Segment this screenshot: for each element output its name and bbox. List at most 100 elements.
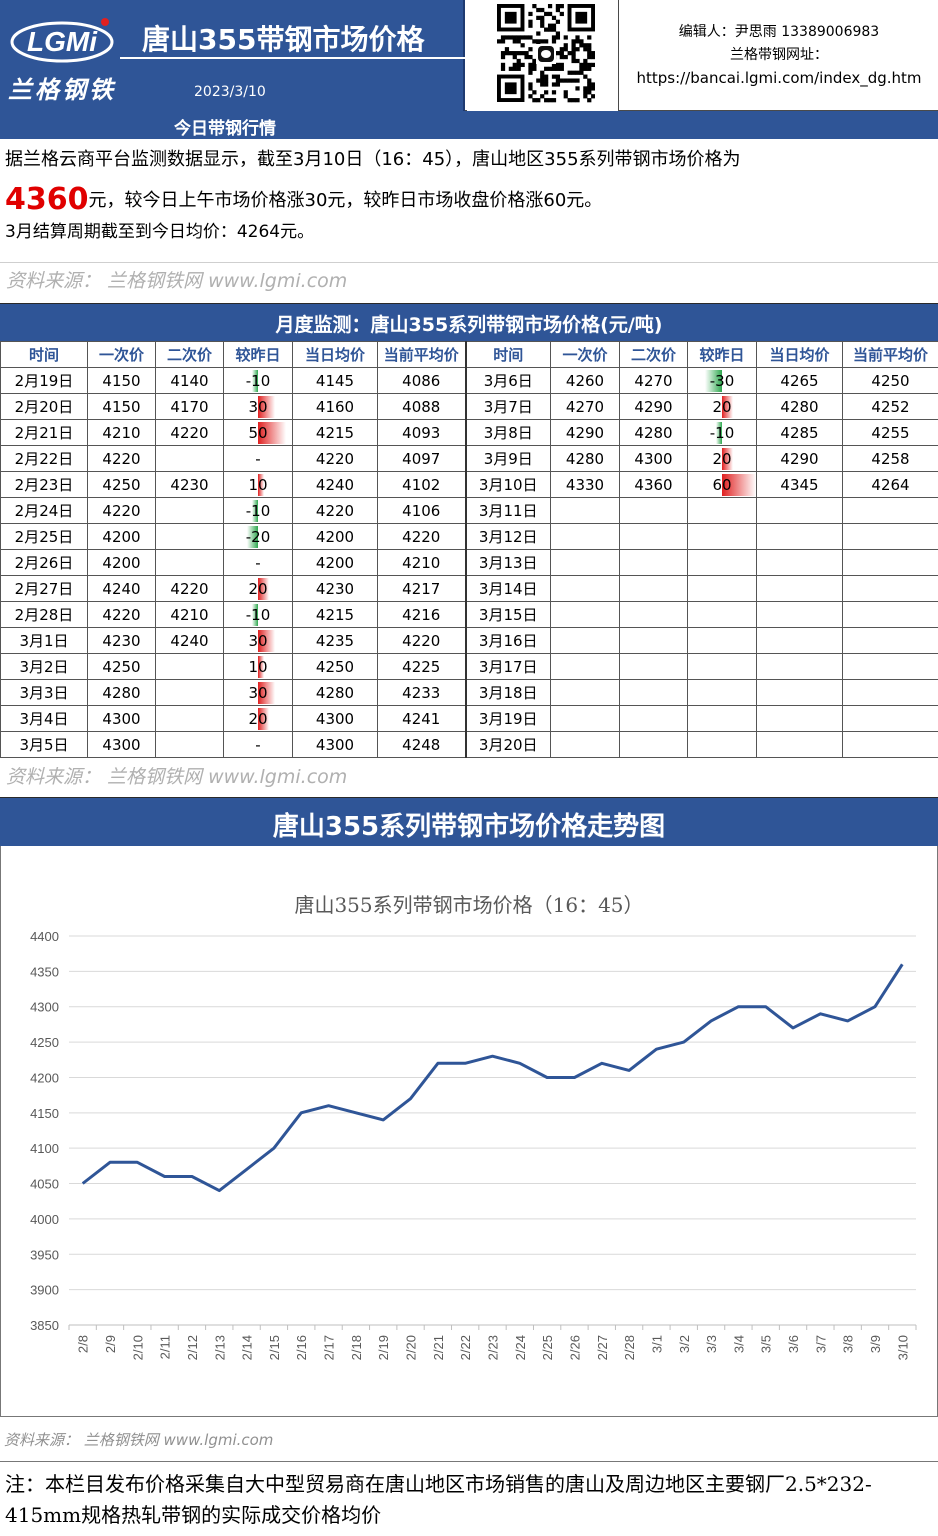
increase-bar (258, 396, 275, 418)
second-price-cell (619, 679, 688, 706)
y-tick-label: 4300 (30, 1000, 59, 1015)
change-cell (687, 575, 757, 602)
summary-line-1: 据兰格云商平台监测数据显示，截至3月10日（16：45），唐山地区355系列带钢… (5, 149, 741, 170)
x-tick-label: 2/24 (513, 1335, 528, 1360)
change-cell (687, 679, 757, 706)
decrease-bar (252, 604, 258, 626)
date-cell: 3月4日 (0, 705, 88, 732)
data-source-note-2: 资料来源： 兰格钢铁网 www.lgmi.com (6, 766, 348, 788)
x-tick-label: 2/27 (595, 1335, 610, 1360)
daily-average-cell: 4280 (292, 679, 378, 706)
table-row: 2月25日 4200 -20 4200 4220 3月12日 (0, 523, 938, 550)
change-cell: -10 (687, 419, 757, 446)
trend-section-header: 唐山355系列带钢市场价格走势图 (0, 797, 938, 846)
running-average-cell: 4217 (377, 575, 466, 602)
x-tick-label: 2/17 (322, 1335, 337, 1360)
date-cell: 3月1日 (0, 627, 88, 654)
x-tick-label: 3/9 (868, 1335, 883, 1353)
increase-bar (258, 630, 275, 652)
change-cell: - (223, 549, 293, 576)
running-average-cell (842, 523, 938, 550)
x-tick-label: 2/12 (185, 1335, 200, 1360)
table-row: 2月19日 4150 4140 -10 4145 4086 3月6日 4260 4270 -30 4… (0, 367, 938, 394)
daily-average-cell (756, 705, 843, 732)
first-price-cell: 4200 (87, 523, 156, 550)
daily-average-cell: 4250 (292, 653, 378, 680)
running-average-cell: 4248 (377, 731, 466, 758)
running-average-cell: 4225 (377, 653, 466, 680)
change-value: - (255, 449, 261, 468)
first-price-cell: 4250 (87, 471, 156, 498)
monthly-section-title: 月度监测：唐山355系列带钢市场价格(元/吨) (275, 314, 663, 336)
column-header: 时间 (0, 341, 88, 368)
date-cell: 3月19日 (464, 705, 551, 732)
change-value: -20 (245, 527, 271, 546)
title-divider (120, 57, 465, 59)
x-tick-label: 3/1 (649, 1335, 664, 1353)
running-average-cell (842, 497, 938, 524)
change-value: 20 (712, 449, 732, 468)
x-tick-label: 2/20 (404, 1335, 419, 1360)
x-tick-label: 2/19 (376, 1335, 391, 1360)
first-price-cell: 4150 (87, 393, 156, 420)
y-tick-label: 4250 (30, 1035, 59, 1050)
table-row: 3月2日 4250 10 4250 4225 3月17日 (0, 653, 938, 680)
column-header: 当前平均价 (842, 341, 938, 368)
second-price-cell (155, 653, 224, 680)
x-tick-label: 2/28 (622, 1335, 637, 1360)
first-price-cell: 4220 (87, 445, 156, 472)
page-header: LGMi 兰格钢铁 唐山355带钢市场价格 2023/3/10 编辑人：尹思雨 … (0, 0, 938, 111)
y-tick-label: 4400 (30, 929, 59, 944)
current-price: 4360 (5, 182, 89, 217)
summary-line-3: 3月结算周期截至到今日均价：4264元。 (5, 222, 315, 242)
change-value: -30 (709, 371, 735, 390)
first-price-cell (550, 731, 620, 758)
daily-average-cell: 4300 (292, 705, 378, 732)
date-cell: 3月5日 (0, 731, 88, 758)
change-value: -10 (245, 605, 271, 624)
running-average-cell: 4106 (377, 497, 466, 524)
running-average-cell: 4093 (377, 419, 466, 446)
second-price-cell (155, 679, 224, 706)
running-average-cell: 4233 (377, 679, 466, 706)
running-average-cell (842, 731, 938, 758)
column-header: 一次价 (87, 341, 156, 368)
second-price-cell (619, 731, 688, 758)
decrease-bar (246, 526, 258, 548)
running-average-cell: 4255 (842, 419, 938, 446)
change-value: 60 (712, 475, 732, 494)
chart-canvas: 唐山355系列带钢市场价格（16：45） 3850 3900 3950 4000 4050… (30, 893, 917, 1360)
daily-average-cell (756, 679, 843, 706)
date-cell: 2月24日 (0, 497, 88, 524)
date-cell: 3月12日 (464, 523, 551, 550)
first-price-cell: 4150 (87, 367, 156, 394)
change-cell (687, 705, 757, 732)
second-price-cell (619, 497, 688, 524)
change-cell: 30 (223, 627, 293, 654)
price-series-line (81, 963, 904, 1193)
first-price-cell: 4330 (550, 471, 620, 498)
date-cell: 3月3日 (0, 679, 88, 706)
site-url-link[interactable]: https://bancai.lgmi.com/index_dg.htm (636, 69, 922, 87)
date-cell: 2月28日 (0, 601, 88, 628)
first-price-cell: 4220 (87, 601, 156, 628)
date-cell: 3月2日 (0, 653, 88, 680)
date-cell: 3月17日 (464, 653, 551, 680)
table-row: 2月21日 4210 4220 50 4215 4093 3月8日 4290 4280 -10 42… (0, 419, 938, 446)
date-cell: 3月18日 (464, 679, 551, 706)
summary-line-2: 4360元，较今日上午市场价格涨30元，较昨日市场收盘价格涨60元。 (5, 180, 938, 221)
first-price-cell (550, 523, 620, 550)
y-tick-label: 4100 (30, 1141, 59, 1156)
table-row: 2月26日 4200-4200 4210 3月13日 (0, 549, 938, 576)
running-average-cell: 4252 (842, 393, 938, 420)
running-average-cell (842, 627, 938, 654)
table-row: 2月22日 4220-4220 4097 3月9日 4280 4300 20 4290 4258 (0, 445, 938, 472)
x-tick-label: 2/9 (103, 1335, 118, 1353)
table-row: 2月28日 4220 4210 -10 4215 4216 3月15日 (0, 601, 938, 628)
change-cell: 10 (223, 471, 293, 498)
daily-average-cell: 4200 (292, 523, 378, 550)
change-cell: -20 (223, 523, 293, 550)
second-price-cell: 4360 (619, 471, 688, 498)
date-cell: 2月27日 (0, 575, 88, 602)
change-value: -10 (709, 423, 735, 442)
